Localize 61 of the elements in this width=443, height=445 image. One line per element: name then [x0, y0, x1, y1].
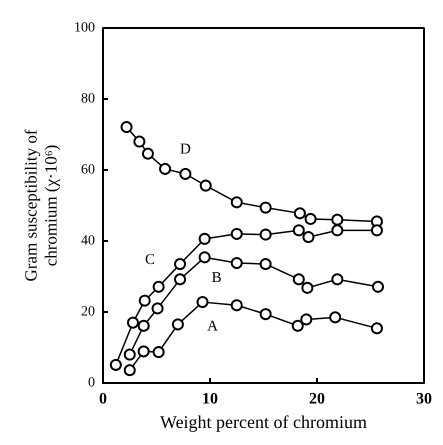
point	[196, 296, 209, 308]
point	[230, 196, 243, 208]
point	[294, 207, 306, 220]
point	[301, 282, 314, 294]
point	[110, 358, 122, 371]
point	[133, 136, 146, 148]
point	[172, 318, 184, 330]
point	[300, 313, 312, 326]
x-tick-label: 30	[416, 390, 432, 408]
y-tick-label: 80	[81, 92, 95, 106]
point	[370, 224, 383, 236]
point	[174, 258, 186, 270]
point	[152, 346, 165, 358]
point	[302, 231, 314, 244]
x-tick-label: 10	[202, 390, 218, 408]
point	[124, 348, 136, 361]
x-tick-label: 20	[309, 390, 325, 408]
y-tick-label: 20	[81, 304, 95, 320]
y-tick-label: 40	[81, 234, 95, 248]
point	[372, 280, 384, 293]
point	[159, 162, 172, 175]
point	[329, 311, 342, 324]
point	[292, 224, 305, 236]
series-label: D	[180, 141, 191, 158]
point	[124, 364, 136, 376]
point	[198, 251, 211, 264]
point	[152, 302, 164, 314]
point	[230, 299, 243, 312]
point	[331, 214, 344, 226]
point	[331, 273, 344, 286]
point	[179, 168, 192, 180]
point	[200, 180, 212, 192]
point	[260, 202, 272, 214]
x-axis-title: Weight percent of chromium	[160, 412, 367, 432]
point	[126, 316, 139, 329]
point	[138, 320, 150, 332]
y-tick-label: 0	[88, 376, 95, 390]
point	[260, 308, 272, 320]
y-tick-label: 100	[74, 20, 95, 36]
point	[138, 345, 150, 358]
point	[260, 228, 272, 241]
point	[142, 148, 154, 160]
point	[230, 257, 243, 270]
y-tick-label: 60	[81, 162, 95, 178]
point	[230, 228, 243, 240]
point	[292, 273, 305, 286]
point	[260, 258, 272, 270]
point	[152, 280, 165, 293]
point	[120, 121, 133, 134]
point	[174, 273, 186, 286]
series-label: A	[207, 318, 218, 335]
point	[138, 294, 151, 307]
point	[292, 320, 304, 332]
point	[304, 212, 317, 225]
x-tick-label: 0	[99, 390, 107, 408]
series-label: B	[212, 270, 222, 286]
point	[198, 232, 211, 245]
point	[370, 322, 383, 334]
y-axis-title: Gram susceptibility of chromium (χ·10⁶)	[22, 129, 60, 282]
point	[331, 224, 344, 236]
series-label: C	[145, 252, 156, 268]
